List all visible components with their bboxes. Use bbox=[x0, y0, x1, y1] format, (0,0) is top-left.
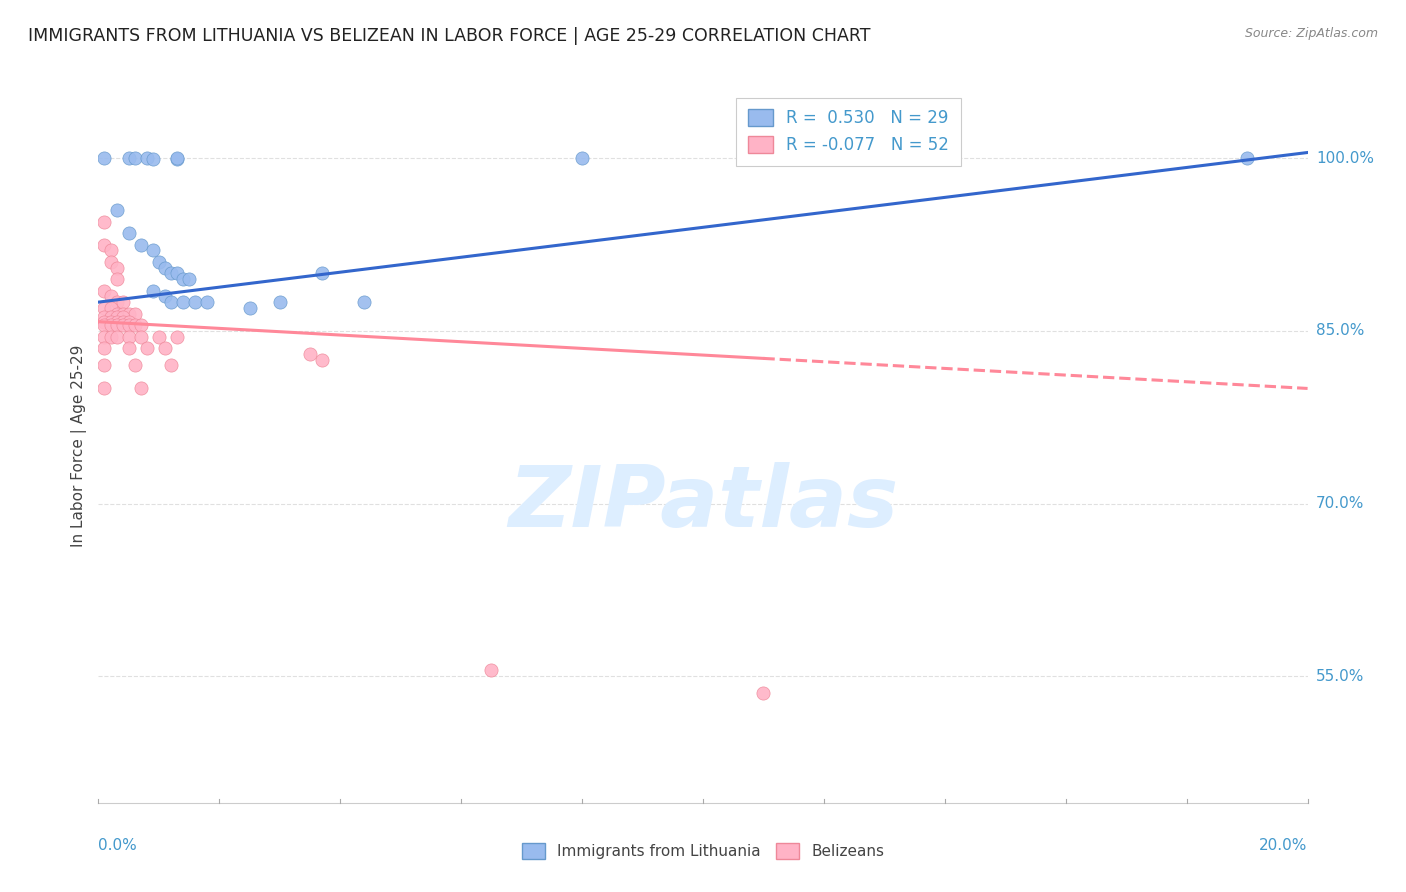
Point bbox=[269, 295, 291, 310]
Text: 100.0%: 100.0% bbox=[1316, 151, 1374, 166]
Point bbox=[160, 266, 183, 280]
Point bbox=[239, 301, 262, 315]
Point bbox=[93, 284, 115, 298]
Point bbox=[118, 318, 141, 333]
Point bbox=[166, 153, 188, 167]
Point bbox=[172, 295, 194, 310]
Point bbox=[93, 359, 115, 373]
Point bbox=[299, 347, 322, 361]
Point bbox=[142, 284, 165, 298]
Point bbox=[118, 341, 141, 355]
Point bbox=[129, 318, 152, 333]
Point bbox=[153, 289, 176, 303]
Point bbox=[100, 255, 122, 269]
Point bbox=[93, 237, 115, 252]
Point bbox=[118, 307, 141, 321]
Point bbox=[177, 272, 201, 286]
Point bbox=[311, 266, 333, 280]
Point bbox=[153, 260, 176, 275]
Point bbox=[148, 329, 170, 343]
Point bbox=[93, 301, 115, 315]
Point bbox=[105, 329, 128, 343]
Point bbox=[93, 315, 115, 329]
Point bbox=[195, 295, 218, 310]
Point bbox=[105, 318, 128, 333]
Point bbox=[142, 153, 165, 167]
Point bbox=[148, 255, 170, 269]
Text: ZIPatlas: ZIPatlas bbox=[508, 461, 898, 545]
Point bbox=[124, 307, 146, 321]
Point bbox=[160, 359, 183, 373]
Point bbox=[129, 381, 152, 395]
Point bbox=[1236, 151, 1258, 165]
Point bbox=[124, 318, 146, 333]
Point bbox=[105, 315, 128, 329]
Point bbox=[100, 318, 122, 333]
Point bbox=[142, 244, 165, 258]
Point bbox=[93, 151, 115, 165]
Text: 55.0%: 55.0% bbox=[1316, 669, 1364, 683]
Text: IMMIGRANTS FROM LITHUANIA VS BELIZEAN IN LABOR FORCE | AGE 25-29 CORRELATION CHA: IMMIGRANTS FROM LITHUANIA VS BELIZEAN IN… bbox=[28, 27, 870, 45]
Point bbox=[111, 307, 134, 321]
Point bbox=[105, 260, 128, 275]
Text: 0.0%: 0.0% bbox=[98, 838, 138, 854]
Point bbox=[118, 329, 141, 343]
Point bbox=[100, 301, 122, 315]
Text: 20.0%: 20.0% bbox=[1260, 838, 1308, 854]
Point bbox=[93, 341, 115, 355]
Point bbox=[93, 214, 115, 228]
Point bbox=[100, 244, 122, 258]
Point bbox=[153, 341, 176, 355]
Text: 85.0%: 85.0% bbox=[1316, 324, 1364, 338]
Point bbox=[166, 329, 188, 343]
Point bbox=[124, 359, 146, 373]
Point bbox=[93, 329, 115, 343]
Point bbox=[160, 295, 183, 310]
Point bbox=[93, 310, 115, 324]
Legend: Immigrants from Lithuania, Belizeans: Immigrants from Lithuania, Belizeans bbox=[515, 835, 891, 866]
Point bbox=[105, 295, 128, 310]
Point bbox=[111, 318, 134, 333]
Point bbox=[118, 226, 141, 240]
Point bbox=[93, 381, 115, 395]
Point bbox=[481, 664, 503, 678]
Point bbox=[118, 315, 141, 329]
Point bbox=[105, 307, 128, 321]
Point bbox=[100, 310, 122, 324]
Point bbox=[111, 315, 134, 329]
Point bbox=[166, 151, 188, 165]
Point bbox=[129, 329, 152, 343]
Point bbox=[111, 295, 134, 310]
Point bbox=[111, 310, 134, 324]
Y-axis label: In Labor Force | Age 25-29: In Labor Force | Age 25-29 bbox=[72, 345, 87, 547]
Point bbox=[129, 237, 152, 252]
Point bbox=[100, 329, 122, 343]
Point bbox=[353, 295, 375, 310]
Point bbox=[571, 151, 593, 165]
Point bbox=[105, 310, 128, 324]
Point bbox=[172, 272, 194, 286]
Point bbox=[93, 318, 115, 333]
Point bbox=[135, 151, 157, 165]
Point bbox=[124, 151, 146, 165]
Point bbox=[100, 289, 122, 303]
Text: Source: ZipAtlas.com: Source: ZipAtlas.com bbox=[1244, 27, 1378, 40]
Point bbox=[311, 352, 333, 367]
Point bbox=[752, 686, 775, 700]
Point bbox=[166, 266, 188, 280]
Point bbox=[118, 151, 141, 165]
Point bbox=[105, 272, 128, 286]
Point bbox=[135, 341, 157, 355]
Point bbox=[105, 202, 128, 217]
Point bbox=[100, 315, 122, 329]
Point bbox=[184, 295, 207, 310]
Text: 70.0%: 70.0% bbox=[1316, 496, 1364, 511]
